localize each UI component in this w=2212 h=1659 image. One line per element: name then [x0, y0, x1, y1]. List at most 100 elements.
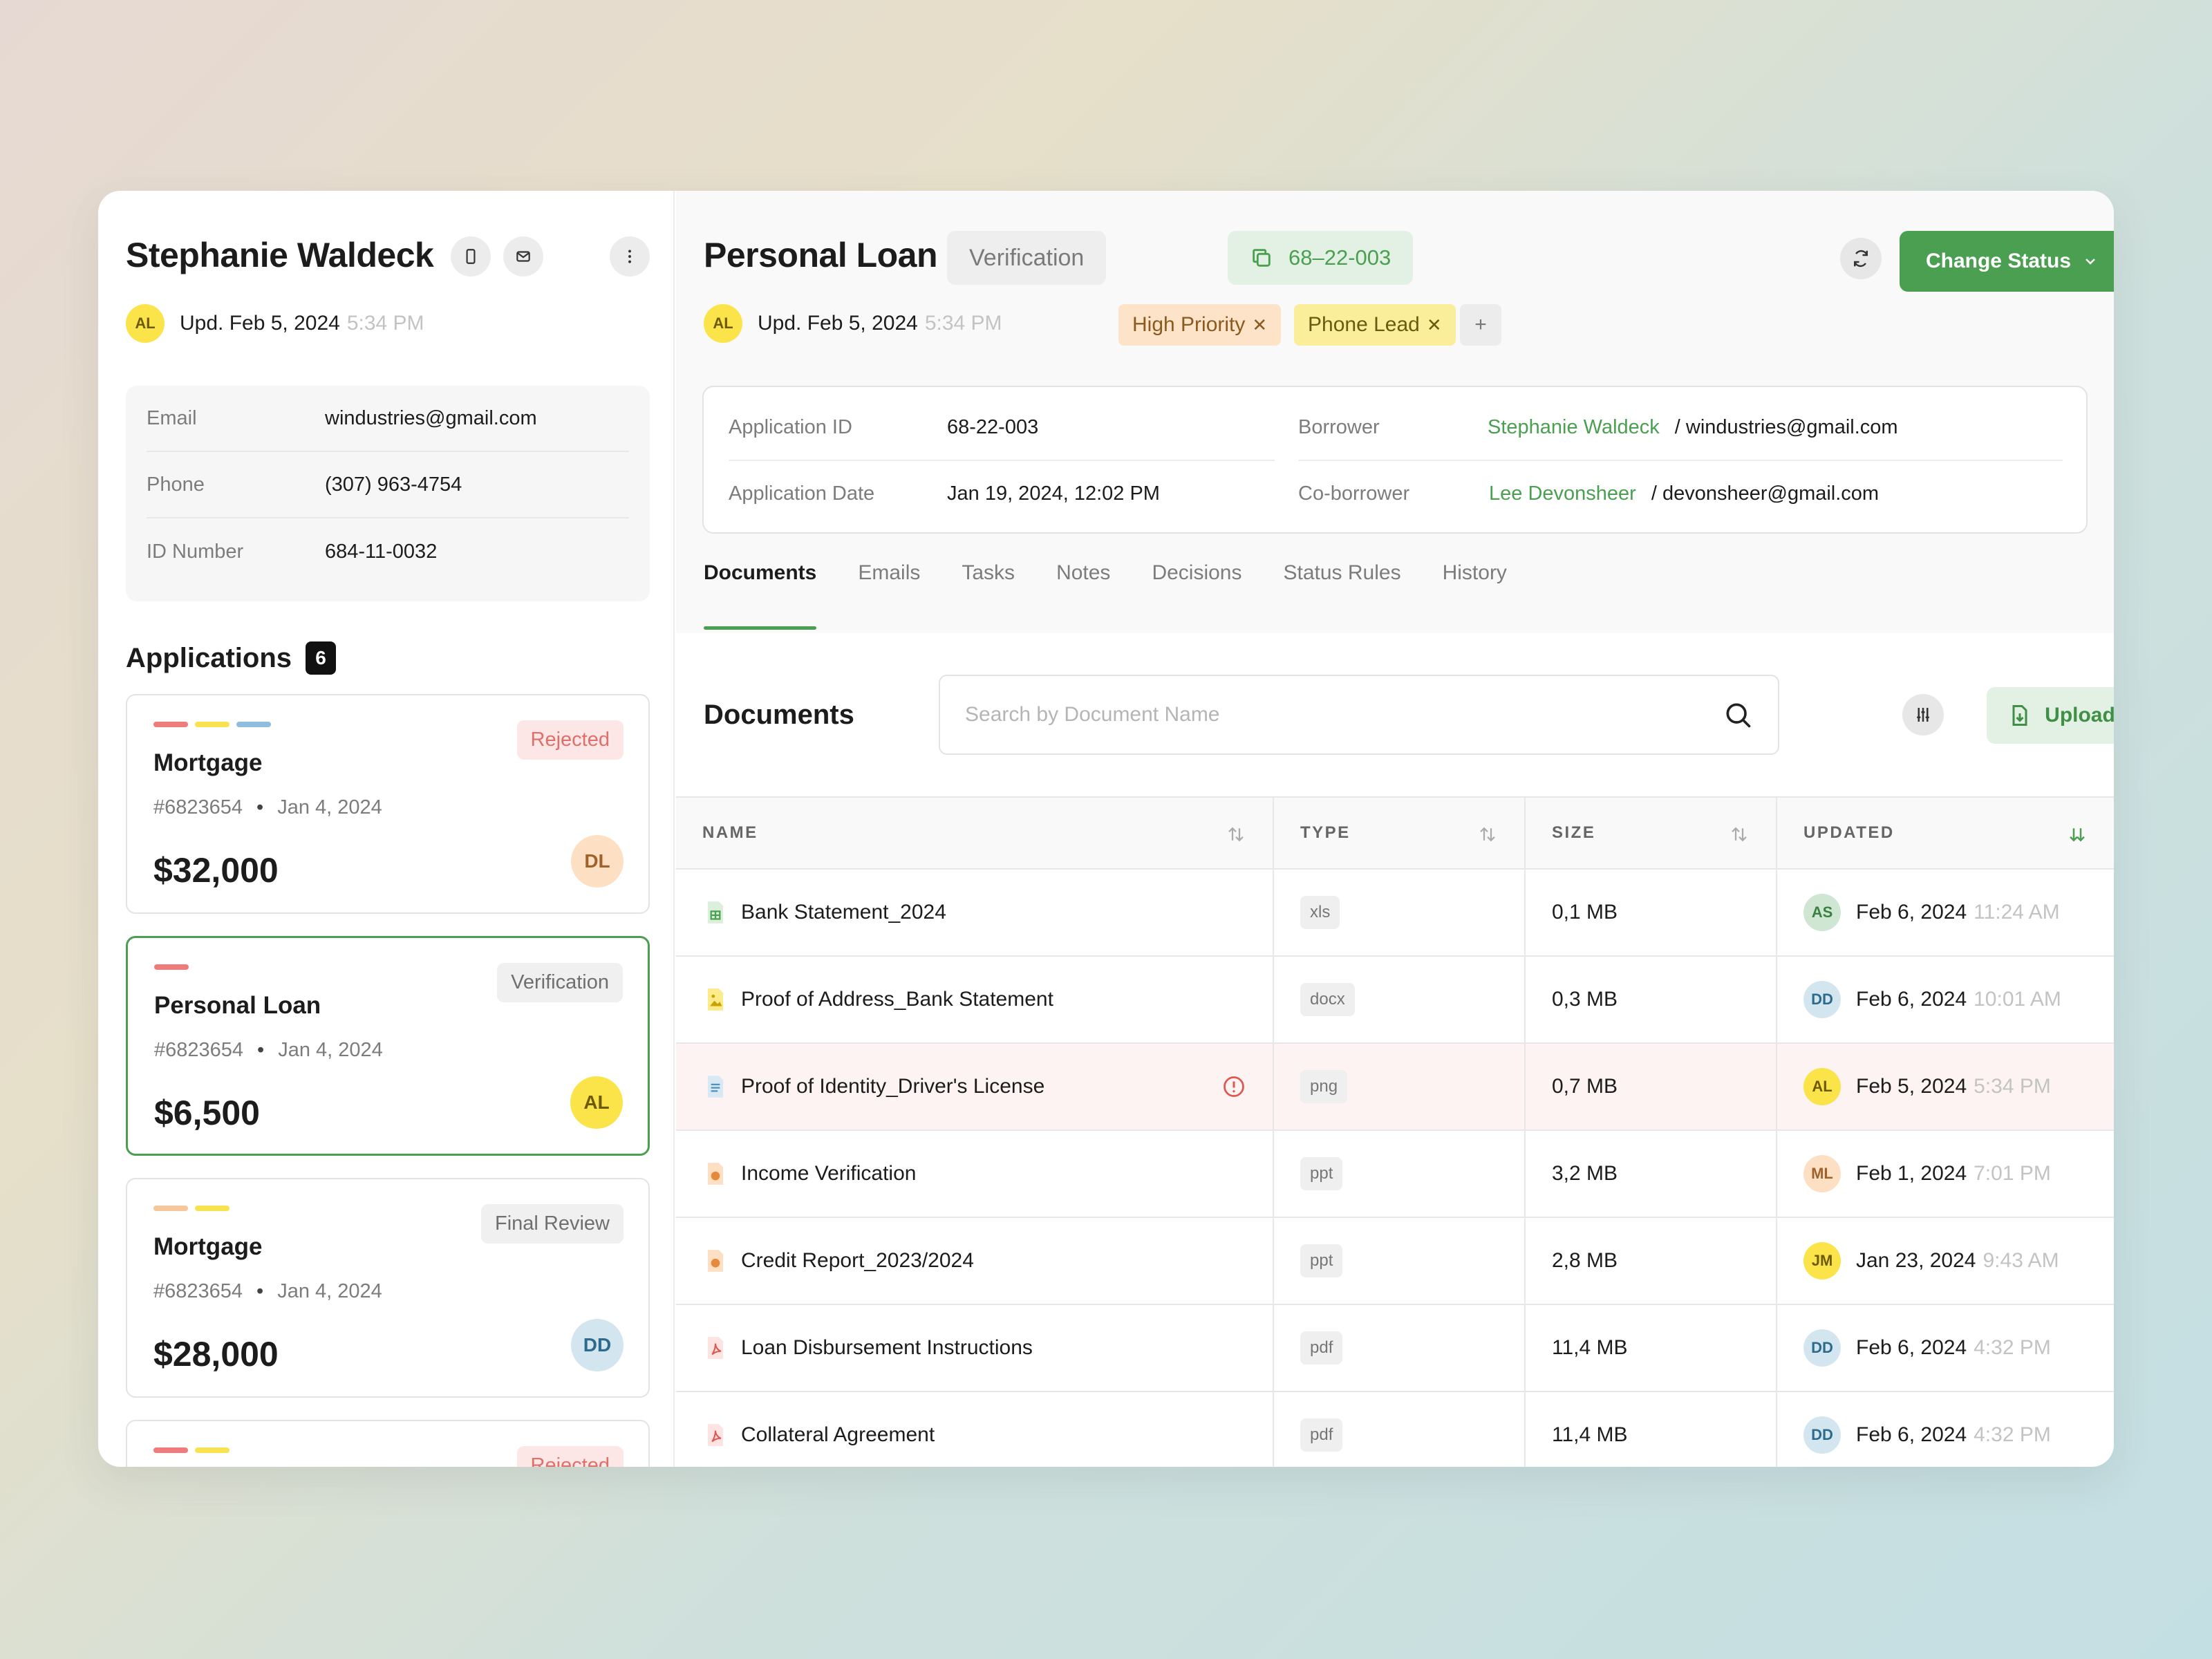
- upload-new-button[interactable]: Upload New: [1987, 687, 2114, 744]
- sort-icon[interactable]: [1226, 824, 1246, 845]
- sort-icon[interactable]: [1729, 824, 1750, 845]
- column-header-updated[interactable]: UPDATED: [1776, 796, 2114, 870]
- copy-id-chip[interactable]: 68–22-003: [1228, 231, 1414, 285]
- remove-tag-icon[interactable]: ✕: [1426, 314, 1442, 335]
- color-tags: [154, 964, 189, 970]
- change-status-button[interactable]: Change Status: [1900, 231, 2114, 292]
- avatar: DL: [571, 835, 624, 888]
- tag-high-priority[interactable]: High Priority ✕: [1118, 304, 1282, 346]
- borrower-link[interactable]: Stephanie Waldeck: [1488, 415, 1660, 438]
- remove-tag-icon[interactable]: ✕: [1252, 314, 1268, 335]
- document-search: [939, 675, 1779, 755]
- mail-icon: [516, 251, 530, 262]
- table-row[interactable]: Bank Statement_2024 xls 0,1 MB AS Feb 6,…: [676, 869, 2114, 957]
- file-size: 0,1 MB: [1524, 869, 1777, 957]
- document-name[interactable]: Credit Report_2023/2024: [741, 1249, 974, 1272]
- table-row[interactable]: Collateral Agreement pdf 11,4 MB DD Feb …: [676, 1391, 2114, 1467]
- info-row-phone: Phone (307) 963-4754: [147, 452, 629, 518]
- table-row[interactable]: Proof of Address_Bank Statement docx 0,3…: [676, 956, 2114, 1044]
- divider: [1298, 460, 2063, 461]
- column-header-name[interactable]: NAME: [676, 796, 1273, 870]
- detail-value: / devonsheer@gmail.com: [1651, 482, 1880, 505]
- info-row-id: ID Number 684-11-0032: [147, 518, 629, 585]
- application-card[interactable]: Rejected: [126, 1420, 650, 1467]
- application-amount: $6,500: [154, 1094, 260, 1132]
- coborrower-link[interactable]: Lee Devonsheer: [1489, 482, 1636, 505]
- warning-icon: [1224, 1076, 1244, 1097]
- refresh-icon: [1854, 250, 1868, 268]
- phone-button[interactable]: [451, 236, 491, 276]
- tab-documents[interactable]: Documents: [704, 561, 817, 633]
- updated-date: Feb 6, 2024: [1856, 1336, 1967, 1359]
- updated-time: 11:24 AM: [1974, 901, 2060, 924]
- tab-decisions[interactable]: Decisions: [1152, 561, 1242, 584]
- status-badge: Rejected: [516, 720, 624, 760]
- table-row-flagged[interactable]: Proof of Identity_Driver's License png 0…: [676, 1043, 2114, 1131]
- tab-history[interactable]: History: [1442, 561, 1507, 584]
- tab-tasks[interactable]: Tasks: [962, 561, 1015, 584]
- file-type-badge: pdf: [1300, 1418, 1343, 1452]
- status-badge: Verification: [497, 963, 623, 1002]
- info-row-email: Email windustries@gmail.com: [147, 386, 629, 452]
- document-name[interactable]: Collateral Agreement: [741, 1423, 935, 1446]
- updated-time: 4:32 PM: [1974, 1336, 2051, 1359]
- tab-emails[interactable]: Emails: [858, 561, 921, 584]
- pdf-icon: [707, 1337, 724, 1359]
- document-name[interactable]: Loan Disbursement Instructions: [741, 1336, 1033, 1359]
- separator-dot: •: [256, 796, 264, 818]
- avatar: JM: [1803, 1242, 1841, 1280]
- info-label: Phone: [147, 473, 205, 496]
- copy-icon: [1253, 249, 1271, 267]
- filter-button[interactable]: [1902, 694, 1944, 735]
- column-header-size[interactable]: SIZE: [1524, 796, 1777, 870]
- document-name[interactable]: Proof of Address_Bank Statement: [741, 988, 1053, 1011]
- status-badge: Final Review: [481, 1204, 624, 1244]
- add-tag-button[interactable]: +: [1460, 304, 1501, 346]
- avatar: AS: [1803, 894, 1841, 931]
- sort-icon[interactable]: [1477, 824, 1498, 845]
- info-value: 684-11-0032: [325, 540, 438, 563]
- applications-count-badge: 6: [306, 641, 337, 675]
- color-tag: [154, 964, 189, 970]
- search-icon[interactable]: [1723, 700, 1753, 730]
- application-details: Application ID 68-22-003 Application Dat…: [702, 386, 2088, 534]
- change-status-label: Change Status: [1925, 250, 2072, 272]
- file-size: 11,4 MB: [1524, 1304, 1777, 1392]
- document-icon: [707, 1076, 724, 1098]
- loan-updated: AL Upd. Feb 5, 2024 5:34 PM: [704, 304, 1002, 343]
- document-name[interactable]: Income Verification: [741, 1162, 917, 1185]
- file-type-badge: xls: [1300, 896, 1340, 929]
- document-name[interactable]: Bank Statement_2024: [741, 901, 946, 924]
- file-size: 2,8 MB: [1524, 1217, 1777, 1305]
- tab-notes[interactable]: Notes: [1056, 561, 1111, 584]
- avatar: DD: [1803, 1329, 1841, 1367]
- application-card[interactable]: Rejected Mortgage #6823654 • Jan 4, 2024 $…: [126, 694, 650, 914]
- document-name[interactable]: Proof of Identity_Driver's License: [741, 1075, 1045, 1098]
- updated-date: Jan 23, 2024: [1856, 1249, 1976, 1272]
- table-header-row: NAME TYPE SIZE UPDATED: [676, 796, 2114, 870]
- tag-phone-lead[interactable]: Phone Lead ✕: [1294, 304, 1456, 346]
- email-button[interactable]: [503, 236, 543, 276]
- color-tag: [195, 722, 229, 727]
- application-date: Jan 4, 2024: [277, 1280, 382, 1302]
- tab-status-rules[interactable]: Status Rules: [1283, 561, 1401, 584]
- borrower-more-button[interactable]: [610, 236, 650, 276]
- avatar: DD: [1803, 1416, 1841, 1454]
- application-id-row: Application ID 68-22-003: [729, 394, 1038, 460]
- sort-desc-icon[interactable]: [2067, 824, 2088, 845]
- borrower-name: Stephanie Waldeck: [126, 236, 434, 274]
- table-row[interactable]: Loan Disbursement Instructions pdf 11,4 …: [676, 1304, 2114, 1392]
- application-card-selected[interactable]: Verification Personal Loan #6823654 • Jan …: [126, 936, 650, 1156]
- application-number: #6823654: [154, 1039, 244, 1061]
- color-tags: [153, 1206, 229, 1211]
- updated-date: Upd. Feb 5, 2024: [758, 312, 918, 335]
- refresh-button[interactable]: [1840, 238, 1882, 279]
- search-input[interactable]: [965, 703, 1723, 727]
- updated-date: Feb 1, 2024: [1856, 1162, 1967, 1185]
- column-header-type[interactable]: TYPE: [1273, 796, 1525, 870]
- table-row[interactable]: Credit Report_2023/2024 ppt 2,8 MB JM Ja…: [676, 1217, 2114, 1305]
- application-card[interactable]: Final Review Mortgage #6823654 • Jan 4, 20…: [126, 1178, 650, 1398]
- color-tags: [153, 722, 271, 727]
- table-row[interactable]: Income Verification ppt 3,2 MB ML Feb 1,…: [676, 1130, 2114, 1218]
- color-tag: [195, 1206, 229, 1211]
